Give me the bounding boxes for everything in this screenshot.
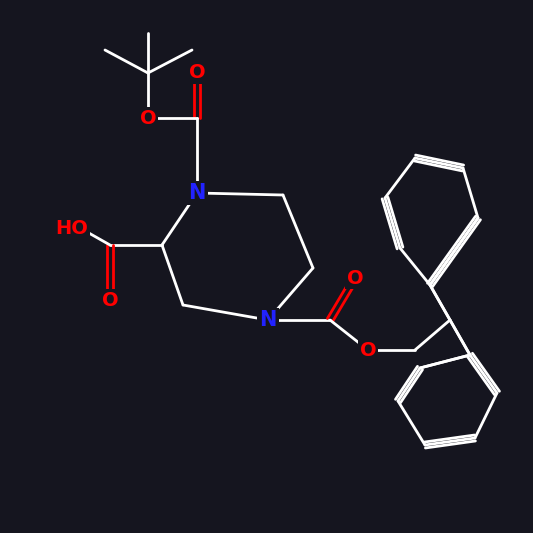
Text: O: O xyxy=(346,269,364,287)
Text: N: N xyxy=(260,310,277,330)
Text: O: O xyxy=(360,341,376,359)
Text: O: O xyxy=(102,290,118,310)
Text: N: N xyxy=(188,183,206,203)
Text: HO: HO xyxy=(55,219,88,238)
Text: O: O xyxy=(189,63,205,83)
Text: O: O xyxy=(140,109,156,127)
